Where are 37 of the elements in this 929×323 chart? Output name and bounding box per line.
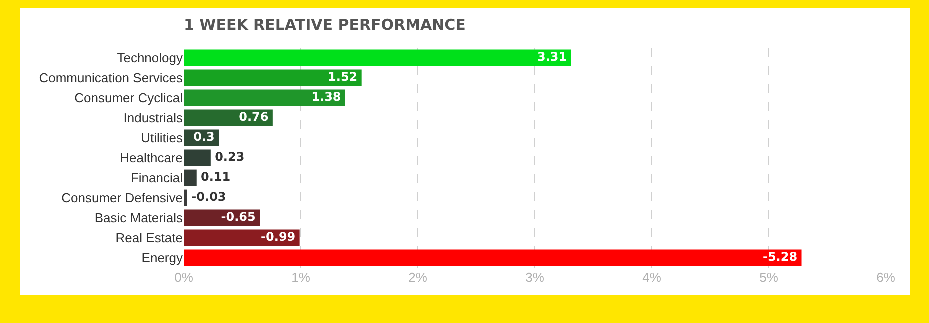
x-tick-label: 0%: [174, 270, 194, 285]
data-label: -0.03: [188, 190, 230, 204]
y-tick-label: Utilities: [141, 130, 184, 146]
data-label: 0.23: [210, 150, 249, 164]
bar: [184, 150, 211, 166]
y-tick-label: Industrials: [124, 110, 184, 126]
y-tick-label: Energy: [142, 250, 184, 266]
data-label: 0.11: [196, 170, 235, 184]
data-label: -0.65: [217, 210, 260, 224]
x-tick-label: 1%: [292, 270, 311, 285]
y-tick-label: Financial: [130, 170, 184, 186]
bar: [184, 90, 346, 106]
chart-title: 1 WEEK RELATIVE PERFORMANCE: [184, 16, 466, 34]
bar: [184, 170, 197, 186]
bar: [184, 70, 362, 86]
y-tick-label: Basic Materials: [94, 210, 184, 226]
data-label: 0.76: [234, 110, 273, 124]
bar: [184, 250, 802, 266]
y-tick-label: Consumer Cyclical: [74, 90, 184, 106]
y-tick-label: Real Estate: [116, 230, 183, 246]
bar: [184, 50, 572, 66]
y-tick-label: Technology: [117, 50, 184, 66]
data-label: -0.99: [256, 230, 300, 244]
data-label: -5.28: [758, 250, 802, 264]
x-tick-label: 5%: [760, 270, 779, 285]
x-tick-label: 2%: [408, 270, 428, 285]
data-label: 1.52: [324, 70, 362, 84]
data-label: 3.31: [533, 50, 572, 64]
x-tick-label: 6%: [876, 270, 896, 285]
bar: [184, 190, 188, 206]
x-tick-label: 4%: [642, 270, 662, 285]
x-tick-label: 3%: [526, 270, 545, 285]
data-label: 0.3: [189, 130, 220, 144]
y-tick-label: Healthcare: [120, 150, 183, 166]
y-tick-label: Consumer Defensive: [62, 190, 183, 206]
data-label: 1.38: [307, 90, 346, 104]
y-tick-label: Communication Services: [39, 70, 184, 86]
